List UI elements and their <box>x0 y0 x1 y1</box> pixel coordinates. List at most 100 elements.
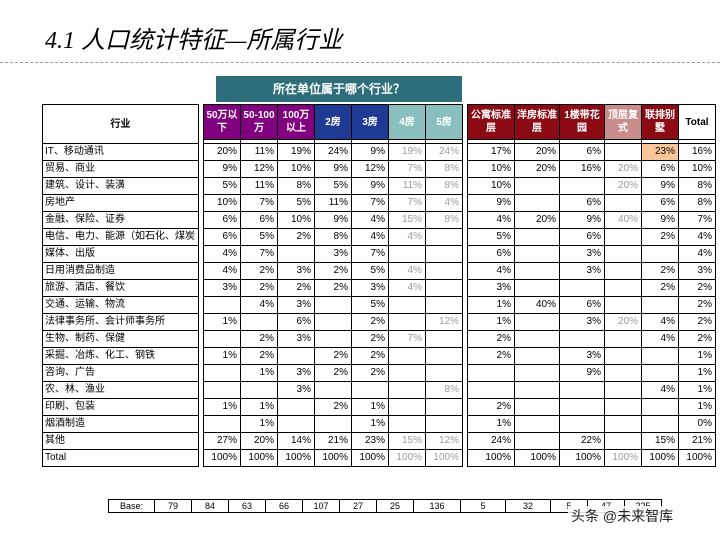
table-cell: 2% <box>240 347 278 365</box>
table-cell: 12% <box>425 432 463 450</box>
table-cell: 2% <box>314 398 352 416</box>
table-cell: 10% <box>678 160 716 178</box>
table-row: 印刷、包装 1% 1% 2% 1% 2% 1% <box>42 398 716 416</box>
table-cell: 2% <box>467 398 515 416</box>
table-cell: 8% <box>425 381 463 399</box>
table-cell <box>604 330 642 348</box>
table-cell: 3% <box>277 330 315 348</box>
table-cell: 2% <box>314 279 352 297</box>
table-cell: 40% <box>604 211 642 229</box>
table-cell <box>514 398 560 416</box>
table-cell: 22% <box>559 432 605 450</box>
base-cell: 84 <box>191 499 229 513</box>
table-cell: 100% <box>203 449 241 467</box>
table-row: 媒体、出版 4% 7% 3% 7% 6% 3% 4% <box>42 245 716 263</box>
table-cell: 3% <box>203 279 241 297</box>
table-cell: 5% <box>240 228 278 246</box>
row-label: 贸易、商业 <box>42 160 199 178</box>
table-cell <box>203 415 241 433</box>
table-cell: 5% <box>277 194 315 212</box>
table-cell <box>641 245 679 263</box>
watermark: 头条 @未来智库 <box>568 506 677 526</box>
table-cell <box>641 296 679 314</box>
table-cell: 1% <box>240 398 278 416</box>
table-cell <box>514 313 560 331</box>
table-cell: 3% <box>277 296 315 314</box>
row-label: 交通、运输、物流 <box>42 296 199 314</box>
table-cell: 100% <box>351 449 389 467</box>
table-row: 日用消费品制造 4% 2% 3% 2% 5% 4% 4% 3% 2% 3% <box>42 262 716 280</box>
row-label: 印刷、包装 <box>42 398 199 416</box>
table-cell: 4% <box>388 228 426 246</box>
table-cell: 6% <box>277 313 315 331</box>
table-cell <box>314 330 352 348</box>
table-cell: 6% <box>240 211 278 229</box>
table-cell: 0% <box>678 415 716 433</box>
table-cell <box>514 364 560 382</box>
column-header: 公寓标准层 <box>467 104 515 140</box>
table-cell: 3% <box>559 245 605 263</box>
table-cell <box>351 381 389 399</box>
table-cell <box>604 415 642 433</box>
table-cell <box>604 245 642 263</box>
table-cell: 2% <box>641 262 679 280</box>
table-cell <box>604 279 642 297</box>
table-cell: 2% <box>351 347 389 365</box>
table-cell <box>425 262 463 280</box>
table-cell: 23% <box>351 432 389 450</box>
table-cell: 100% <box>559 449 605 467</box>
table-cell: 4% <box>678 228 716 246</box>
table-cell: 11% <box>240 177 278 195</box>
table-cell: 8% <box>314 228 352 246</box>
table-row: 采掘、冶炼、化工、钢铁 1% 2% 2% 2% 2% 3% 1% <box>42 347 716 365</box>
table-cell: 7% <box>388 194 426 212</box>
table-cell <box>314 313 352 331</box>
table-cell: 9% <box>559 364 605 382</box>
table-cell: 100% <box>277 449 315 467</box>
table-cell: 3% <box>559 262 605 280</box>
table-cell: 2% <box>314 347 352 365</box>
row-label-header: 行业 <box>42 104 199 144</box>
table-cell <box>240 313 278 331</box>
table-cell: 9% <box>314 211 352 229</box>
table-cell: 5% <box>203 177 241 195</box>
table-cell: 7% <box>388 330 426 348</box>
row-label: Total <box>42 449 199 467</box>
table-cell: 6% <box>559 296 605 314</box>
table-cell <box>514 330 560 348</box>
table-cell: 3% <box>314 245 352 263</box>
table-cell: 4% <box>388 262 426 280</box>
base-cell: 66 <box>265 499 303 513</box>
table-cell: 9% <box>641 211 679 229</box>
table-cell: 2% <box>678 313 716 331</box>
table-cell: 12% <box>240 160 278 178</box>
table-cell: 7% <box>678 211 716 229</box>
table-cell: 12% <box>425 313 463 331</box>
table-cell: 15% <box>641 432 679 450</box>
table-cell <box>240 381 278 399</box>
table-cell: 24% <box>467 432 515 450</box>
table-cell: 4% <box>203 262 241 280</box>
table-cell: 10% <box>467 177 515 195</box>
row-label: IT、移动通讯 <box>42 143 199 161</box>
table-row: 金融、保险、证券 6% 6% 10% 9% 4% 15% 8% 4% 20% 9% 40% 9% 7% <box>42 211 716 229</box>
table-cell <box>604 143 642 161</box>
table-cell: 9% <box>351 143 389 161</box>
table-cell <box>514 432 560 450</box>
column-header: 顶层复式 <box>604 104 642 140</box>
table-row: IT、移动通讯 20% 11% 19% 24% 9% 19% 24% 17% 20% 6% 23% 16… <box>42 143 716 161</box>
column-header: 50万以下 <box>203 104 241 140</box>
table-cell: 1% <box>678 381 716 399</box>
table-cell: 1% <box>351 415 389 433</box>
table-cell: 100% <box>425 449 463 467</box>
column-header: 50-100万 <box>240 104 278 140</box>
table-row: 电信、电力、能源（如石化、煤炭 6% 5% 2% 8% 4% 4% 5% 6% 2% 4% <box>42 228 716 246</box>
table-cell <box>604 347 642 365</box>
row-label: 法律事务所、会计师事务所 <box>42 313 199 331</box>
base-cell: 63 <box>228 499 266 513</box>
table-row: 其他 27% 20% 14% 21% 23% 15% 12% 24% 22% 15% 21% <box>42 432 716 450</box>
table-cell: 20% <box>604 313 642 331</box>
column-header: 联排别墅 <box>641 104 679 140</box>
table-cell: 1% <box>467 313 515 331</box>
table-cell: 2% <box>678 330 716 348</box>
